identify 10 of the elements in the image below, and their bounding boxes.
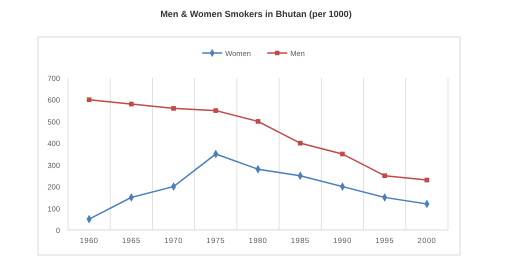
- chart-title: Men & Women Smokers in Bhutan (per 1000): [160, 9, 352, 19]
- point: [213, 108, 218, 113]
- point: [128, 102, 134, 106]
- point: [424, 178, 430, 182]
- point: [86, 97, 92, 102]
- point: [382, 173, 388, 178]
- point: [298, 140, 303, 146]
- point: [340, 152, 345, 156]
- point: [256, 119, 260, 124]
- point: [171, 106, 176, 111]
